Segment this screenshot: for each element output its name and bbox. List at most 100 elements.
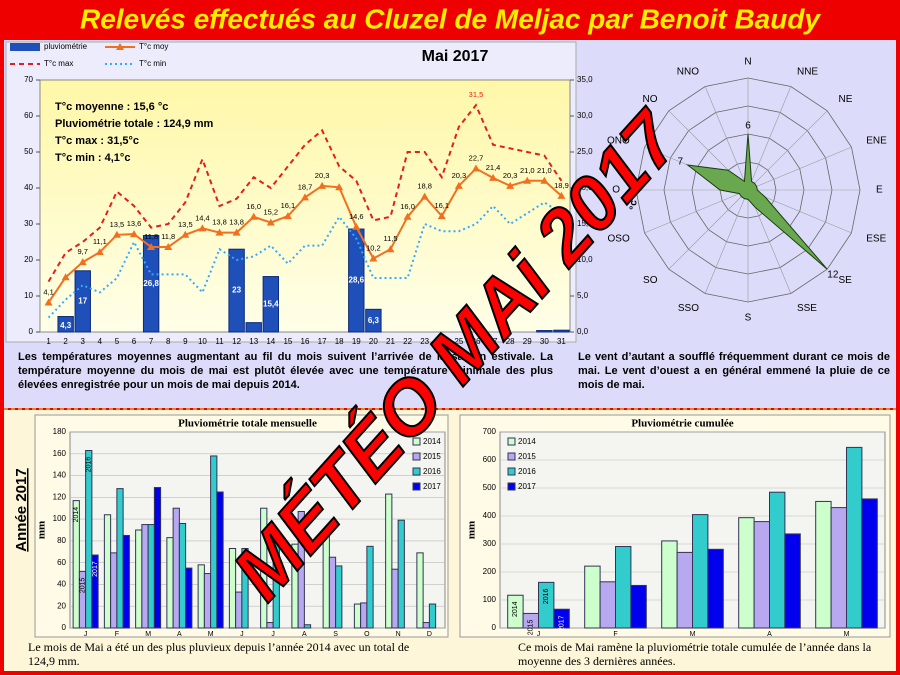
bar	[830, 507, 847, 629]
marker	[147, 243, 156, 251]
marker	[61, 273, 70, 281]
bar	[676, 551, 693, 629]
x-tick-label: 21	[386, 337, 395, 346]
x-tick-label: 14	[266, 337, 275, 346]
spoke	[704, 189, 749, 294]
bar	[203, 573, 212, 629]
bar	[538, 581, 555, 629]
bar	[235, 591, 243, 629]
bar-label: 17	[78, 297, 87, 306]
bar-series-label: 2017	[558, 615, 565, 631]
direction-label: SE	[839, 275, 853, 286]
legend-swatch	[412, 482, 421, 491]
x-tick-label: F	[115, 631, 119, 638]
y-tick-label: 80	[57, 536, 66, 545]
point-label: 16,1	[281, 201, 296, 210]
marker	[489, 173, 498, 181]
legend-label: pluviométrie	[44, 42, 88, 51]
y-tick-label: 40	[57, 580, 66, 589]
bar-label: 28,6	[349, 276, 365, 285]
marker	[181, 230, 190, 238]
banner: Relevés effectués au Cluzel de Meljac pa…	[80, 3, 821, 34]
bar	[147, 524, 155, 629]
y-tick-label: 70	[24, 75, 33, 84]
chart-title: Pluviométrie totale mensuelle	[178, 418, 317, 430]
side-label: Année 2017	[13, 468, 30, 551]
direction-label: NO	[642, 94, 657, 105]
bar	[507, 594, 524, 629]
x-tick-label: F	[613, 631, 617, 638]
bar	[122, 534, 130, 629]
x-tick-label: 3	[81, 337, 86, 346]
axis-label: mm	[466, 521, 478, 539]
bar	[385, 493, 393, 629]
point-label: 11,1	[93, 237, 107, 246]
x-tick-label: 22	[403, 337, 412, 346]
bar-series-label: 2015	[79, 577, 86, 593]
marker	[164, 243, 173, 251]
point-label: 16,0	[400, 202, 415, 211]
legend-label: 2016	[518, 467, 536, 476]
point-label: 16,0	[246, 202, 261, 211]
x-tick-label: A	[767, 631, 772, 638]
bar	[185, 567, 193, 629]
x-tick-label: D	[427, 631, 432, 638]
x-tick-label: J	[84, 631, 88, 638]
marker	[249, 212, 258, 220]
point-label: 13,6	[127, 219, 142, 228]
direction-label: S	[745, 313, 752, 324]
y-tick-label: 20	[24, 255, 33, 264]
y-tick-label: 300	[483, 539, 497, 548]
bar	[272, 531, 280, 629]
bar	[769, 491, 786, 629]
x-tick-label: J	[537, 631, 541, 638]
marker	[523, 176, 532, 184]
bar	[135, 529, 143, 629]
legend-swatch	[412, 467, 421, 476]
bar	[328, 556, 337, 629]
point-label: 21,0	[537, 166, 552, 175]
marker	[198, 224, 207, 232]
bar	[178, 522, 187, 629]
marker	[506, 181, 515, 189]
marker	[44, 298, 53, 306]
line	[47, 103, 563, 283]
bar	[57, 316, 74, 333]
x-tick-label: 13	[249, 337, 258, 346]
x-tick-label: 31	[557, 337, 566, 346]
y-tick-label: 600	[483, 455, 497, 464]
radar-area	[685, 133, 828, 270]
bar	[153, 487, 162, 629]
bar	[707, 548, 724, 629]
plot-area	[39, 79, 571, 333]
x-tick-label: 1	[46, 337, 51, 346]
bar	[584, 565, 601, 629]
x-tick-label: 5	[115, 337, 120, 346]
bar	[391, 568, 399, 629]
bar	[738, 517, 755, 629]
direction-label: NNO	[677, 66, 699, 77]
x-tick-label: 30	[540, 337, 549, 346]
legend-label: 2015	[423, 452, 441, 461]
point-label: 13,8	[212, 218, 227, 227]
x-tick-label: 19	[352, 337, 361, 346]
point-label: 11,8	[144, 232, 158, 241]
marker	[301, 193, 309, 201]
marker	[335, 183, 344, 191]
point-label: 13,5	[178, 220, 193, 229]
bar	[599, 581, 616, 629]
bar	[416, 552, 424, 629]
y2-tick-label: 25,0	[577, 147, 593, 156]
y-tick-label: 180	[53, 427, 67, 436]
marker	[95, 248, 104, 256]
y-tick-label: 160	[53, 449, 67, 458]
spoke	[704, 86, 749, 191]
paragraph: Le vent d’autant a soufflé fréquemment d…	[578, 351, 890, 391]
bar	[172, 507, 180, 629]
bar-series-label: 2016	[543, 588, 550, 604]
x-tick-label: 17	[318, 337, 327, 346]
marker	[386, 245, 395, 253]
x-tick-label: J	[271, 631, 275, 638]
bar	[753, 521, 770, 629]
